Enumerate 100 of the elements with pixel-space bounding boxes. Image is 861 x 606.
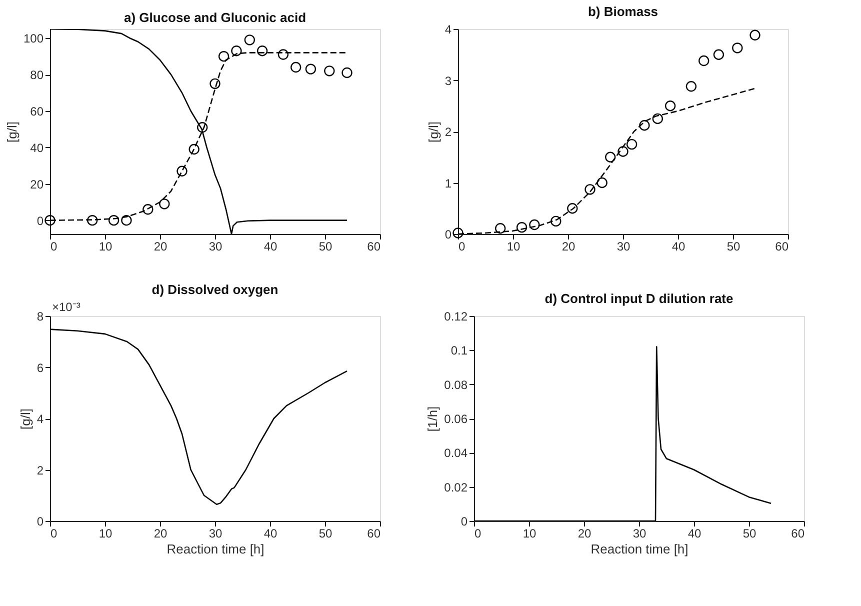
x-tick-label: 50 xyxy=(318,526,332,540)
x-tick-label: 10 xyxy=(98,526,112,540)
x-tick-label: 40 xyxy=(672,240,686,254)
point xyxy=(584,184,596,195)
y-tick-label: 0.06 xyxy=(444,412,468,426)
point xyxy=(305,64,316,74)
point xyxy=(698,55,710,66)
point xyxy=(516,222,528,233)
x-tick-label: 40 xyxy=(688,526,702,540)
point xyxy=(176,166,188,176)
y-axis-title: [g/l] xyxy=(4,122,20,142)
point xyxy=(452,228,464,238)
y-tick-label: 80 xyxy=(30,68,44,82)
x-tick-label: 20 xyxy=(562,240,576,254)
text: ×10⁻³ xyxy=(52,300,80,314)
y-tick-label: 8 xyxy=(36,310,44,324)
point xyxy=(218,51,230,62)
point xyxy=(342,67,352,78)
point xyxy=(290,62,302,73)
x-tick-label: 30 xyxy=(208,526,222,540)
x-tick-label: 50 xyxy=(742,526,756,540)
x-tick-label: 10 xyxy=(522,526,536,540)
y-tick-label: 0 xyxy=(460,514,468,528)
y-tick-label: 0.02 xyxy=(444,480,468,494)
point xyxy=(210,78,220,89)
point xyxy=(626,138,638,150)
x-axis-title: Reaction time [h] xyxy=(590,542,688,556)
x-tick-label: 20 xyxy=(154,526,168,540)
y-tick-label: 0 xyxy=(444,228,452,242)
x-tick-label: 60 xyxy=(367,240,381,254)
y-tick-label: 1 xyxy=(444,176,452,190)
point xyxy=(159,198,170,210)
x-tick-label: 40 xyxy=(264,526,278,540)
point xyxy=(713,49,724,60)
point xyxy=(605,152,616,162)
point xyxy=(550,216,562,227)
y-tick-label: 2 xyxy=(36,463,44,478)
point xyxy=(618,146,628,157)
y-axis-title: [g/l] xyxy=(18,408,33,430)
x-tick-label: 50 xyxy=(726,240,740,254)
y-axis-title: [1/h] xyxy=(425,406,440,432)
y-tick-label: 0.12 xyxy=(444,310,468,324)
x-tick-label: 60 xyxy=(367,526,381,540)
point xyxy=(686,81,697,92)
x-tick-label: 30 xyxy=(616,240,630,254)
line-series xyxy=(50,328,348,505)
y-tick-label: 0.08 xyxy=(444,378,468,392)
y-tick-label: 100 xyxy=(23,32,44,46)
y-tick-label: 40 xyxy=(30,140,44,155)
y-tick-label: 20 xyxy=(30,177,44,192)
point xyxy=(278,49,289,60)
point xyxy=(87,215,98,226)
x-axis-title: Reaction time [h] xyxy=(166,542,264,556)
point xyxy=(567,203,578,214)
y-tick-label: 0 xyxy=(36,214,44,228)
x-tick-label: 60 xyxy=(791,526,805,540)
x-tick-label: 40 xyxy=(264,240,278,254)
point xyxy=(596,177,608,188)
x-tick-label: 20 xyxy=(578,526,592,540)
x-tick-label: 50 xyxy=(318,240,332,254)
point xyxy=(197,122,208,133)
point xyxy=(108,215,120,226)
point xyxy=(652,113,663,124)
point xyxy=(44,215,56,226)
x-tick-label: 10 xyxy=(506,240,520,254)
point xyxy=(639,120,650,131)
point xyxy=(664,100,676,112)
point xyxy=(324,66,335,76)
y-tick-label: 6 xyxy=(36,360,44,375)
point xyxy=(121,215,132,226)
x-tick-label: 60 xyxy=(775,240,789,254)
x-tick-label: 30 xyxy=(208,240,222,254)
y-tick-label: 0.1 xyxy=(450,344,468,358)
y-tick-label: 0 xyxy=(36,514,44,528)
point xyxy=(529,219,540,230)
x-tick-label: 30 xyxy=(632,526,646,540)
y-tick-label: 4 xyxy=(36,412,44,426)
x-tick-label: 0 xyxy=(474,526,482,540)
line-series xyxy=(474,346,772,521)
chart-title: a) Glucose and Gluconic acid xyxy=(124,10,306,25)
point xyxy=(188,144,200,155)
x-tick-label: 20 xyxy=(154,240,168,254)
x-tick-label: 0 xyxy=(50,240,58,254)
y-tick-label: 60 xyxy=(30,104,44,118)
chart-title: b) Biomass xyxy=(588,4,658,19)
y-axis-title: [g/l] xyxy=(426,122,441,142)
x-tick-label: 0 xyxy=(50,526,58,540)
chart-title: d) Dissolved oxygen xyxy=(152,282,278,297)
x-tick-label: 10 xyxy=(98,240,112,254)
y-tick-label: 3 xyxy=(444,74,452,88)
y-tick-label: 0.04 xyxy=(444,446,468,460)
point xyxy=(732,42,743,54)
point xyxy=(495,223,506,234)
point xyxy=(142,204,154,215)
point xyxy=(231,46,242,56)
y-tick-label: 4 xyxy=(444,22,452,36)
chart-title: d) Control input D dilution rate xyxy=(544,291,734,306)
point xyxy=(750,30,760,40)
y-tick-label: 2 xyxy=(444,125,452,139)
point xyxy=(256,46,268,56)
